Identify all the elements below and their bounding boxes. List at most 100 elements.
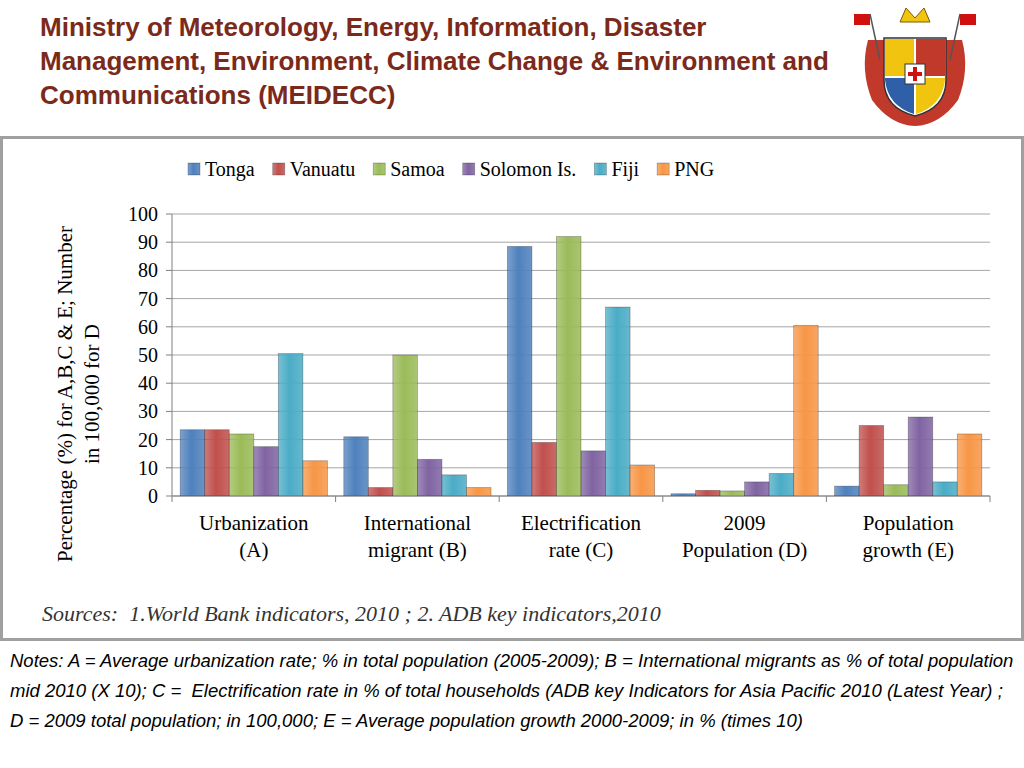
- bar: [696, 490, 721, 496]
- x-tick-label: International migrant (B): [364, 511, 471, 562]
- legend-swatch: [188, 163, 200, 175]
- x-tick: [826, 496, 827, 502]
- y-tick-label: 100: [128, 203, 158, 225]
- bar: [466, 488, 491, 496]
- legend-label: Solomon Is.: [480, 158, 577, 180]
- legend-swatch: [657, 163, 669, 175]
- label-line: rate (C): [549, 538, 614, 562]
- bar: [344, 437, 369, 496]
- bar: [205, 430, 230, 496]
- coat-of-arms: [850, 0, 980, 130]
- x-tick: [335, 496, 336, 502]
- label-line: Population (D): [682, 538, 807, 562]
- label-line: growth (E): [862, 538, 954, 562]
- bar: [254, 447, 279, 496]
- cross: [908, 72, 922, 76]
- label-line: Population: [863, 511, 955, 535]
- legend-label: PNG: [674, 158, 714, 180]
- legend-label: Samoa: [390, 158, 445, 180]
- y-tick-label: 50: [138, 344, 158, 366]
- bar: [859, 426, 884, 497]
- y-tick: [166, 298, 172, 299]
- bar: [671, 494, 696, 496]
- shield: [884, 38, 946, 116]
- x-tick: [172, 496, 173, 502]
- label-line: in 100,000 for D: [80, 324, 104, 464]
- bar: [417, 459, 442, 496]
- y-tick-label: 80: [138, 259, 158, 281]
- bar: [835, 486, 860, 496]
- y-tick: [166, 326, 172, 327]
- bar: [630, 465, 655, 496]
- x-tick: [990, 496, 991, 502]
- bar: [532, 442, 557, 496]
- bar: [393, 355, 418, 496]
- x-tick-label: Population growth (E): [862, 511, 954, 562]
- label-line: (A): [239, 538, 268, 562]
- label-line: Percentage (%) for A,B,C & E; Number: [53, 226, 77, 562]
- crown: [900, 8, 930, 22]
- y-tick: [166, 496, 172, 497]
- label-line: 2009: [724, 511, 766, 535]
- bar: [720, 491, 745, 496]
- y-tick-label: 20: [138, 429, 158, 451]
- y-axis-label: Percentage (%) for A,B,C & E; Numberin 1…: [53, 226, 104, 562]
- flagpole: [950, 14, 960, 60]
- bar: [908, 417, 933, 496]
- source: Sources: 1.World Bank indicators, 2010 ;…: [42, 601, 661, 626]
- y-tick: [166, 467, 172, 468]
- center: [905, 64, 925, 84]
- bar: [581, 451, 606, 496]
- bar: [229, 434, 254, 496]
- label-line: Urbanization: [199, 511, 309, 535]
- y-tick-label: 0: [148, 485, 158, 507]
- legend-swatch: [594, 163, 606, 175]
- bar: [303, 461, 328, 496]
- y-tick-label: 10: [138, 457, 158, 479]
- y-tick-label: 90: [138, 231, 158, 253]
- bar: [745, 482, 770, 496]
- y-tick-label: 30: [138, 400, 158, 422]
- y-tick: [166, 439, 172, 440]
- y-tick: [166, 383, 172, 384]
- y-tick: [166, 214, 172, 215]
- y-tick-label: 70: [138, 288, 158, 310]
- legend-label: Vanuatu: [290, 158, 356, 180]
- label-line: Electrification: [521, 511, 642, 535]
- legend-swatch: [273, 163, 285, 175]
- legend-label: Tonga: [205, 158, 255, 181]
- y-axis: [172, 214, 173, 496]
- x-tick-label: Electrification rate (C): [521, 511, 642, 562]
- y-tick-label: 60: [138, 316, 158, 338]
- label-line: International: [364, 511, 471, 535]
- y-tick: [166, 411, 172, 412]
- x-tick-label: Urbanization (A): [199, 511, 309, 562]
- bar: [933, 482, 958, 496]
- bar: [180, 430, 205, 496]
- x-tick-label: 2009 Population (D): [682, 511, 807, 562]
- bar: [884, 485, 909, 496]
- bar: [556, 237, 581, 496]
- legend-swatch: [463, 163, 475, 175]
- flagpole: [870, 14, 880, 60]
- bar: [794, 325, 819, 496]
- y-tick-label: 40: [138, 372, 158, 394]
- bar: [769, 473, 794, 496]
- flag: [960, 14, 976, 25]
- bar: [278, 354, 303, 496]
- x-tick: [499, 496, 500, 502]
- bar: [957, 434, 982, 496]
- flag: [854, 14, 870, 25]
- y-tick: [166, 242, 172, 243]
- title: Ministry of Meteorology, Energy, Informa…: [40, 10, 855, 112]
- notes: Notes: A = Average urbanization rate; % …: [10, 646, 1015, 736]
- bar: [606, 307, 631, 496]
- legend-label: Fiji: [611, 158, 639, 181]
- label-line: migrant (B): [368, 538, 467, 562]
- y-tick: [166, 270, 172, 271]
- x-tick: [662, 496, 663, 502]
- bars: [180, 237, 982, 496]
- y-tick: [166, 355, 172, 356]
- legend-swatch: [373, 163, 385, 175]
- bar: [507, 246, 532, 496]
